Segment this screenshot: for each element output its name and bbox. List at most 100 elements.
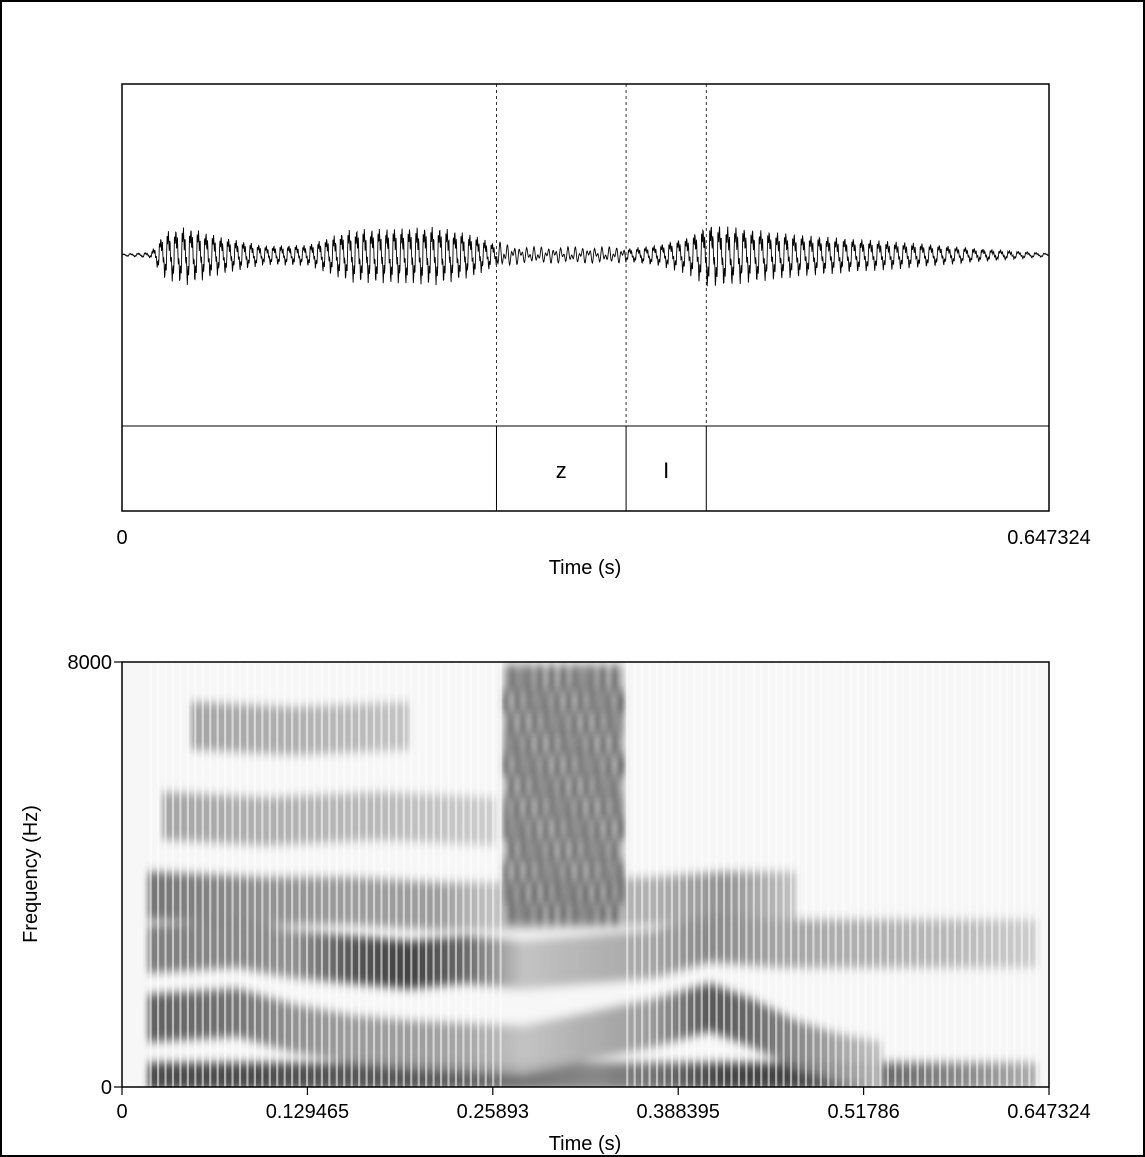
energy-cell	[789, 1062, 797, 1087]
energy-cell	[302, 931, 310, 980]
frication-cell	[554, 728, 562, 755]
energy-cell	[582, 935, 590, 984]
energy-cell	[256, 995, 264, 1043]
energy-cell	[402, 701, 410, 750]
energy-cell	[434, 1062, 442, 1087]
energy-cell	[368, 792, 376, 841]
energy-cell	[313, 1062, 321, 1087]
energy-cell	[577, 1014, 585, 1062]
energy-cell	[167, 792, 175, 841]
energy-cell	[731, 916, 739, 965]
frication-cell	[560, 898, 568, 925]
energy-cell	[823, 1030, 831, 1079]
frication-cell	[537, 834, 545, 862]
frication-cell	[611, 707, 619, 734]
energy-cell	[353, 936, 361, 984]
frication-cell	[519, 770, 527, 798]
frication-cell	[611, 792, 619, 819]
frication-cell	[594, 855, 602, 883]
energy-cell	[1006, 1062, 1014, 1087]
frication-cell	[611, 749, 619, 777]
energy-cell	[164, 992, 172, 1041]
energy-cell	[502, 1025, 510, 1073]
energy-cell	[471, 796, 479, 845]
energy-cell	[230, 795, 238, 844]
energy-cell	[285, 1062, 293, 1087]
frication-cell	[537, 898, 545, 925]
frication-cell	[571, 770, 579, 798]
waveform-trace	[122, 226, 1049, 287]
frication-cell	[582, 877, 590, 904]
frication-cell	[571, 898, 579, 925]
frication-cell	[565, 728, 573, 755]
frication-cell	[600, 834, 608, 862]
energy-cell	[342, 877, 350, 925]
energy-cell	[875, 1041, 883, 1087]
frication-cell	[582, 707, 590, 734]
frication-cell	[537, 664, 545, 692]
energy-cell	[262, 1062, 270, 1087]
frication-cell	[594, 813, 602, 840]
energy-cell	[634, 1062, 642, 1087]
energy-cell	[594, 1010, 602, 1059]
frication-cell	[594, 728, 602, 755]
energy-cell	[159, 1062, 167, 1087]
energy-cell	[153, 993, 161, 1042]
energy-cell	[239, 876, 247, 924]
energy-cell	[279, 928, 287, 976]
energy-cell	[479, 937, 487, 985]
energy-cell	[588, 1062, 596, 1087]
frication-cell	[548, 792, 556, 819]
energy-cell	[313, 1008, 321, 1057]
frication-cell	[502, 685, 510, 713]
energy-cell	[233, 1062, 241, 1087]
frication-cell	[588, 685, 596, 713]
frication-cell	[537, 877, 545, 904]
energy-cell	[462, 935, 470, 984]
frication-cell	[577, 770, 585, 798]
energy-cell	[680, 921, 688, 970]
frication-cell	[537, 813, 545, 840]
frication-cell	[617, 877, 625, 904]
energy-cell	[651, 998, 659, 1047]
energy-cell	[542, 939, 550, 987]
frication-cell	[514, 855, 522, 883]
energy-cell	[428, 882, 436, 930]
frication-cell	[514, 664, 522, 692]
energy-cell	[216, 920, 224, 969]
energy-cell	[330, 877, 338, 925]
energy-cell	[379, 792, 387, 841]
frication-cell	[554, 770, 562, 798]
energy-cell	[227, 875, 235, 924]
energy-cell	[777, 871, 785, 920]
energy-cell	[726, 871, 734, 920]
energy-cell	[886, 1062, 894, 1087]
frication-cell	[605, 664, 613, 692]
frication-cell	[577, 792, 585, 819]
energy-cell	[777, 919, 785, 968]
frication-cell	[542, 792, 550, 819]
energy-cell	[204, 990, 212, 1039]
energy-cell	[164, 923, 172, 972]
frication-cell	[577, 855, 585, 883]
frication-cell	[611, 834, 619, 862]
energy-cell	[190, 701, 198, 750]
frication-cell	[548, 749, 556, 777]
energy-cell	[823, 919, 831, 968]
energy-cell	[754, 917, 762, 966]
frication-cell	[514, 813, 522, 840]
energy-cell	[651, 1062, 659, 1087]
energy-cell	[898, 919, 906, 968]
energy-cell	[519, 1062, 527, 1087]
energy-cell	[442, 795, 450, 844]
frication-cell	[554, 855, 562, 883]
energy-cell	[451, 1022, 459, 1071]
frication-cell	[548, 664, 556, 692]
frication-cell	[548, 877, 556, 904]
frication-cell	[611, 813, 619, 840]
energy-cell	[835, 919, 843, 968]
energy-cell	[368, 703, 376, 752]
energy-cell	[439, 1062, 447, 1087]
energy-cell	[182, 873, 190, 922]
